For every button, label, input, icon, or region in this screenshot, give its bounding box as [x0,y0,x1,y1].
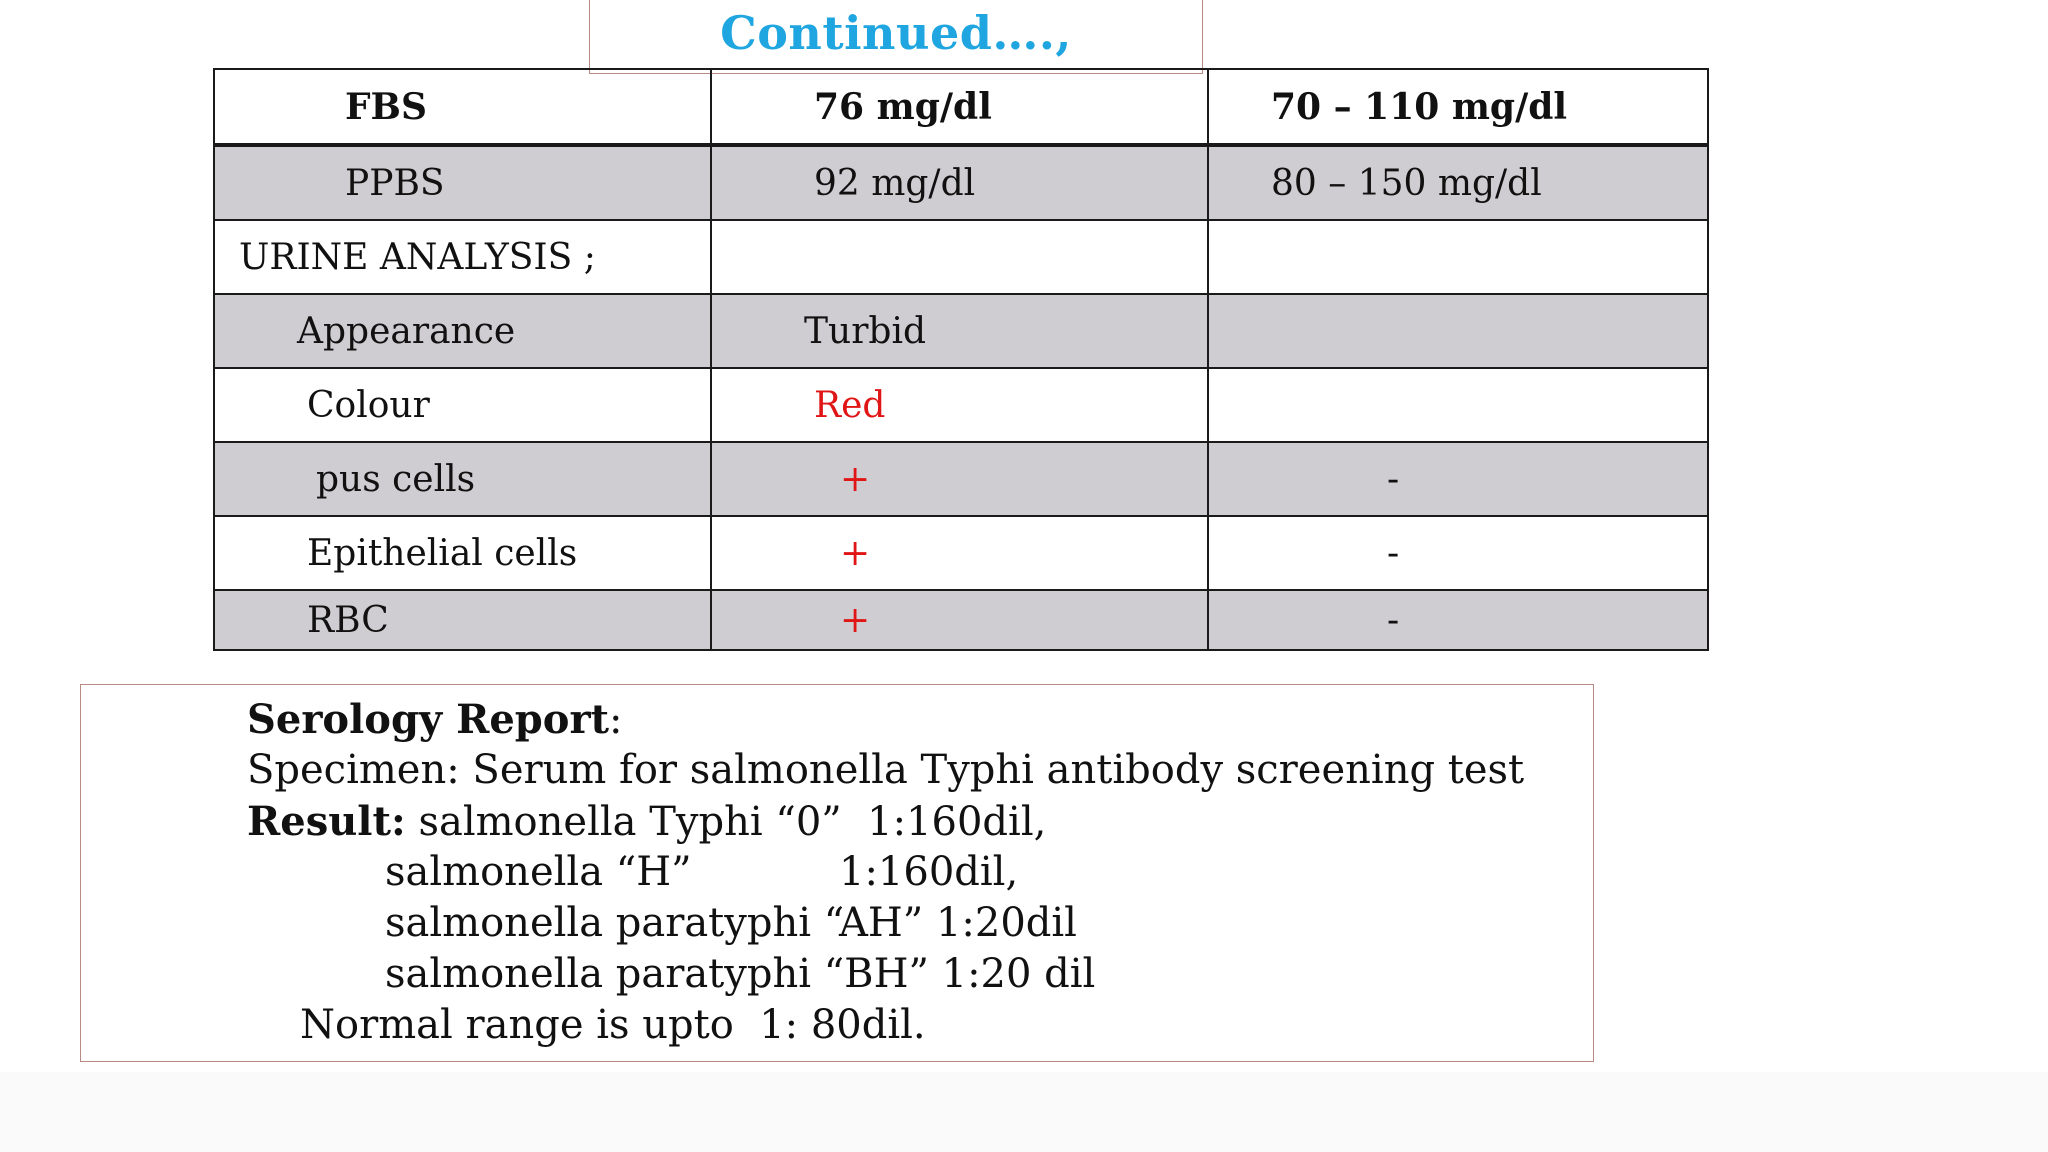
test-name-cell: RBC [213,589,712,651]
serology-heading-text: Serology Report [247,696,609,743]
lab-results-table: FBS 76 mg/dl 70 – 110 mg/dl PPBS 92 mg/d… [213,68,1709,651]
result-label: Result: [247,798,406,845]
bottom-band [0,1072,2048,1152]
normal-range-cell: 70 – 110 mg/dl [1207,68,1709,147]
normal-range-cell: - [1207,515,1709,591]
result-cell: 76 mg/dl [710,68,1209,147]
result-paratyphi-ah: salmonella paratyphi “AH” 1:20dil [385,900,1077,946]
result-h-value: 1:160dil, [839,849,1019,895]
table-row: FBS 76 mg/dl 70 – 110 mg/dl [213,68,1709,147]
specimen-line: Specimen: Serum for salmonella Typhi ant… [247,747,1525,793]
result-cell [710,219,1209,295]
result-cell: + [710,441,1209,517]
test-name-cell: Colour [213,367,712,443]
result-cell: 92 mg/dl [710,144,1209,221]
table-row: Colour Red [213,367,1709,443]
test-name-cell: Appearance [213,293,712,369]
result-paratyphi-bh: salmonella paratyphi “BH” 1:20 dil [385,951,1096,997]
normal-range-cell: 80 – 150 mg/dl [1207,144,1709,221]
table-row: Epithelial cells + - [213,515,1709,591]
table-row: pus cells + - [213,441,1709,517]
result-h-name: salmonella “H” [385,849,692,895]
normal-range-cell [1207,367,1709,443]
slide-title: Continued…., [720,6,1072,60]
table-row: RBC + - [213,589,1709,651]
test-name-cell: PPBS [213,144,712,221]
serology-heading: Serology Report: [247,696,622,743]
result-cell: + [710,589,1209,651]
table-row: Appearance Turbid [213,293,1709,369]
normal-range-cell: - [1207,589,1709,651]
test-name-cell: URINE ANALYSIS ; [213,219,712,295]
table-row: URINE ANALYSIS ; [213,219,1709,295]
normal-range-cell: - [1207,441,1709,517]
table-row: PPBS 92 mg/dl 80 – 150 mg/dl [213,144,1709,221]
test-name-cell: Epithelial cells [213,515,712,591]
result-cell: + [710,515,1209,591]
result-cell: Red [710,367,1209,443]
serology-report-box [80,684,1594,1062]
normal-range-line: Normal range is upto 1: 80dil. [300,1002,926,1048]
test-name-cell: FBS [213,68,712,147]
normal-range-cell [1207,293,1709,369]
test-name-cell: pus cells [213,441,712,517]
normal-range-cell [1207,219,1709,295]
result-typhi-o: salmonella Typhi “0” 1:160dil, [418,799,1047,845]
serology-heading-colon: : [609,697,623,743]
result-line: Result: salmonella Typhi “0” 1:160dil, [247,798,1046,845]
result-cell: Turbid [710,293,1209,369]
